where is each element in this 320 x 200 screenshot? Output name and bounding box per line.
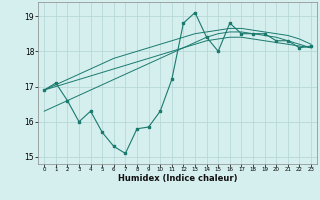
X-axis label: Humidex (Indice chaleur): Humidex (Indice chaleur) (118, 174, 237, 183)
